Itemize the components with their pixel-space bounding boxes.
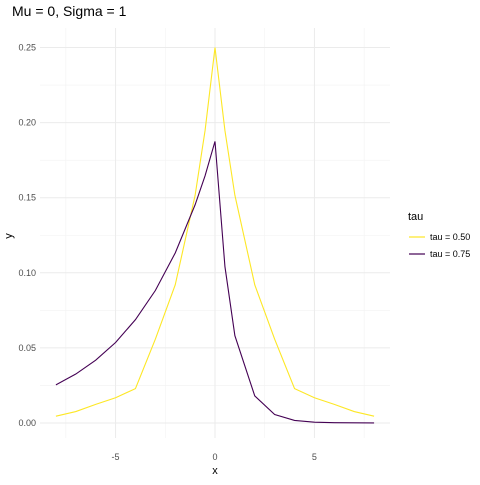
y-tick-label: 0.05 [18,343,36,353]
grid [40,28,390,438]
legend-label: tau = 0.50 [430,232,470,242]
legend-label: tau = 0.75 [430,249,470,259]
y-tick-label: 0.00 [18,418,36,428]
x-tick-label: 0 [212,452,217,462]
x-tick-label: -5 [112,452,120,462]
legend: tau tau = 0.50 tau = 0.75 [408,211,470,259]
y-tick-label: 0.25 [18,43,36,53]
legend-title: tau [408,211,423,223]
axes: Mu = 0, Sigma = 1 x y -5 0 5 0.00 0.05 0.10 0.… [3,3,317,477]
y-tick-label: 0.10 [18,268,36,278]
chart-title: Mu = 0, Sigma = 1 [12,3,127,19]
y-axis-label: y [3,233,15,239]
y-tick-label: 0.15 [18,193,36,203]
y-tick-label: 0.20 [18,118,36,128]
x-axis-label: x [212,465,218,477]
x-tick-label: 5 [312,452,317,462]
